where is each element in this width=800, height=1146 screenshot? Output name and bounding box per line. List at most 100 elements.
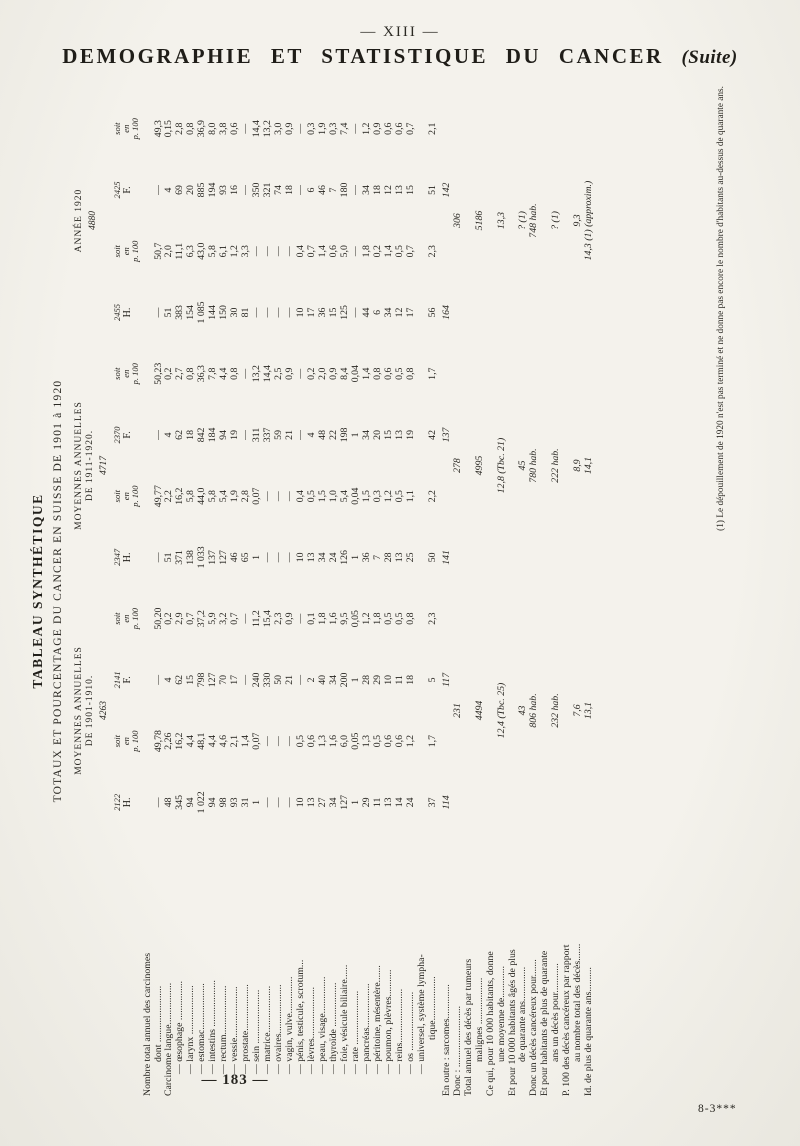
group-value: 222 hab. [550,448,562,483]
cell-value [439,98,453,159]
group-value: ? (1) [517,211,529,230]
cell-value: 37 [426,797,438,808]
cell-value: — [152,185,164,195]
row-label: En outre : sarcomes.............. [440,984,452,1096]
group-value: 7,6 [572,704,584,717]
group-value: 306 [451,213,463,228]
cell-value: 49,78 [152,730,164,753]
statistics-table: MOYENNES ANNUELLES DE 1901-1910. 4263 MOYEN… [72,98,595,1096]
group-value: 13,3 [495,211,507,230]
cell-value: 2,1 [426,122,438,135]
row-label: — matrice................... [263,985,274,1074]
group-value: 12,4 (Tbc. 25) [495,682,507,739]
table-title: TABLEAU SYNTHÉTIQUE [30,493,45,689]
cell-value: 19 [404,430,416,440]
row-label: — vessie..................... [230,986,241,1074]
cell-value: — [152,430,164,440]
group-header-2: ANNÉE 1920 4880 [72,98,112,343]
label-column-header [72,833,140,1096]
group-value: 9,3 [572,214,584,227]
group-value: 13,1 [583,701,595,720]
group-value: 232 hab. [550,693,562,728]
group-total: 4880 [87,211,98,231]
row-label: — foie, vésicule biliaire...... [339,964,350,1074]
row-label: Carcinome langue................. [164,982,175,1096]
cell-value: 50,7 [152,242,164,260]
col-header-h: 2347 H. [111,548,133,566]
table-row: Donc un décès cancéreux pour....... 806 h… [528,98,540,1096]
group-header-1: MOYENNES ANNUELLES DE 1911-1920. 4717 [72,343,112,588]
cell-value: 117 [440,672,452,687]
group-value: 14,3 (1) (approxim.) [583,180,595,261]
cell-value [439,588,453,649]
cell-value: 1,2 [404,735,416,748]
col-header-f: 2141 F. [111,671,133,689]
table-row: Total annuel des décès par tumeurs malign… [464,98,486,1096]
row-label: Donc un décès cancéreux pour....... [529,959,540,1096]
page-title: DEMOGRAPHIE ET STATISTIQUE DU CANCER (Su… [0,44,800,69]
row-label: — rectum.................... [219,985,230,1074]
row-label: — pancréas.................. [361,983,372,1074]
cell-value: 142 [440,182,452,198]
group-header-0: MOYENNES ANNUELLES DE 1901-1910. 4263 [72,588,112,833]
row-label: — lèvres..................... [307,986,318,1074]
cell-value: — [152,307,164,318]
row-label: — prostate................... [241,984,252,1074]
cell-value: 50,23 [152,362,164,385]
group-value: 45 [517,460,529,471]
cell-value: 42 [426,430,438,440]
row-label: — œsophage ................ [175,980,186,1074]
table-footnote: (1) Le dépouillement de 1920 n'est pas t… [716,86,726,531]
row-label: Ce qui, pour 10 000 habitants, donne une … [485,951,507,1096]
col-header-soit: soit en p. 100 [111,240,140,262]
cell-value: 0,7 [404,122,416,135]
row-label: Donc : ......................... [452,1005,463,1096]
rotated-table-inner: TABLEAU SYNTHÉTIQUE TOTAUX ET POURCENTAG… [28,80,728,1102]
group-value: 14,1 [583,456,595,475]
row-label: P. 100 des décès cancéreux par rapport au… [562,943,584,1096]
group-value: 231 [451,703,463,718]
table-subtitle: TOTAUX ET POURCENTAGE DU CANCER EN SUISS… [52,379,64,803]
cell-value: 2,2 [426,490,438,503]
row-label: — rate ...................... [350,990,361,1074]
cell-value: 49,3 [152,120,164,138]
folio-number: — XIII — [360,24,440,40]
group-value: 278 [451,458,463,473]
group-value: 4494 [473,700,485,721]
table-row: Donc : ......................... 231 278 30… [451,98,464,1096]
cell-value: — [152,674,164,685]
cell-value: 0,8 [404,612,416,625]
cell-value: 1,7 [426,735,438,748]
cell-value: 24 [404,797,416,808]
col-header-f: 2370 F. [111,426,133,444]
page-number: — 183 — [201,1072,269,1088]
row-label: — reins...................... [394,988,405,1074]
cell-value: 51 [426,185,438,195]
cell-value: 49,77 [152,485,164,508]
row-label: — pénis, testicule, scrotum... [296,959,307,1074]
cell-value [439,466,453,527]
cell-value: 17 [404,307,416,318]
cell-value [439,343,453,404]
row-label: — ovaires.................... [274,984,285,1074]
cell-value: 2,3 [426,612,438,625]
cell-value [439,221,453,282]
table-row: — os ........................ 24 1,2 18 0,8 2… [404,98,417,1096]
table-row: Et pour habitants de plus de quarante ans… [540,98,562,1096]
table-row: Et pour 10 000 habitants âgés de plus de … [508,98,530,1096]
row-label: — universel, système lympha-tique.......… [416,954,438,1074]
col-header-soit: soit en p. 100 [111,730,140,752]
print-signature: 8-3*** [698,1103,737,1115]
cell-value: 164 [440,305,452,320]
cell-value: 1,7 [426,367,438,380]
page-title-suite: (Suite) [681,47,738,68]
row-label: — poumon, plèvres........... [383,969,394,1075]
cell-value: 114 [440,795,452,810]
row-label: — péritoine, mésentère....... [372,965,383,1074]
row-label: Nombre total annuel des carcinomes dont .… [141,952,164,1096]
row-label: — estomac................... [197,983,208,1074]
table-row: Nombre total annuel des carcinomes dont .… [140,98,165,1096]
cell-value: 141 [440,550,452,565]
group-value: 806 hab. [528,693,540,728]
